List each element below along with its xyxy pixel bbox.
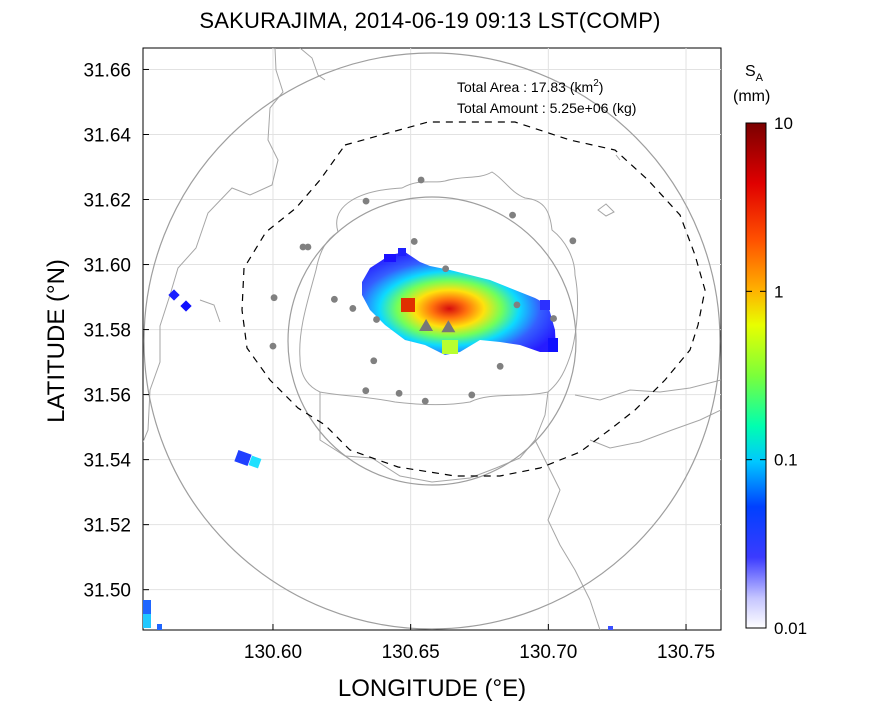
- range-ring-outer: [143, 52, 721, 630]
- station-dot: [513, 301, 521, 309]
- range-rings: [143, 52, 721, 630]
- colorbar-gradient: [745, 122, 767, 629]
- y-tick-label: 31.56: [83, 386, 131, 407]
- map-title: SAKURAJIMA, 2014-06-19 09:13 LST(COMP): [199, 8, 661, 33]
- x-tick-label: 130.75: [657, 642, 715, 663]
- station-dot: [442, 265, 450, 273]
- vent-markers: [419, 318, 456, 333]
- colorbar-unit: (mm): [733, 88, 770, 105]
- station-markers: [269, 176, 577, 405]
- vent-triangle: [419, 318, 434, 331]
- y-tick-label: 31.50: [83, 581, 131, 602]
- colorbar-tick-label: 10: [774, 114, 793, 133]
- ash-plume: [362, 248, 558, 355]
- colorbar-tick-label: 1: [774, 282, 783, 301]
- y-tick-label: 31.64: [83, 125, 131, 146]
- y-tick-label: 31.62: [83, 191, 131, 212]
- y-tick-label: 31.54: [83, 451, 131, 472]
- y-tick-label: 31.60: [83, 256, 131, 277]
- station-dot: [395, 389, 403, 397]
- colorbar: SA (mm) 10 1 0.1 0.01: [733, 63, 807, 638]
- station-dot: [362, 197, 370, 205]
- isolated-ash-cells: [143, 289, 613, 630]
- station-dot: [410, 238, 418, 245]
- y-tick-label: 31.58: [83, 321, 131, 342]
- colorbar-ticks: 10 1 0.1 0.01: [746, 114, 807, 638]
- x-tick-label: 130.65: [382, 642, 440, 663]
- station-dot: [468, 391, 476, 399]
- station-dot: [299, 243, 307, 251]
- station-dot: [373, 316, 380, 323]
- station-dot: [569, 237, 577, 245]
- station-dot: [304, 243, 312, 251]
- total-area-text: Total Area : 17.83 (km2): [457, 78, 603, 95]
- total-amount-text: Total Amount : 5.25e+06 (kg): [457, 100, 636, 116]
- y-tick-label: 31.52: [83, 516, 131, 537]
- colorbar-tick-label: 0.1: [774, 451, 798, 470]
- station-dot: [269, 342, 277, 350]
- y-axis-ticks: 31.50 31.52 31.54 31.56 31.58 31.60 31.62 31.64…: [83, 60, 149, 602]
- station-dot: [362, 387, 370, 395]
- station-dot: [550, 315, 557, 322]
- station-dot: [421, 397, 429, 405]
- coastline: [143, 48, 721, 630]
- colorbar-tick-label: 0.01: [774, 619, 807, 638]
- y-axis-label: LATITUDE (°N): [43, 259, 70, 423]
- x-tick-label: 130.60: [244, 642, 302, 663]
- x-tick-label: 130.70: [519, 642, 577, 663]
- x-axis-label: LONGITUDE (°E): [338, 675, 526, 702]
- ash-coverage-boundary: [241, 121, 706, 477]
- station-dot: [370, 357, 378, 365]
- station-dot: [417, 176, 425, 184]
- vent-triangle: [441, 320, 456, 333]
- info-box: Total Area : 17.83 (km2) Total Amount : …: [457, 78, 636, 116]
- y-tick-label: 31.66: [83, 60, 131, 81]
- station-dot: [330, 295, 338, 303]
- station-dot: [509, 211, 516, 219]
- station-dot: [496, 362, 504, 370]
- station-dot: [270, 294, 278, 302]
- x-axis-ticks: 130.60 130.65 130.70 130.75: [244, 624, 715, 663]
- range-ring-inner: [287, 196, 577, 486]
- colorbar-symbol: SA: [745, 63, 764, 84]
- station-dot: [349, 305, 357, 312]
